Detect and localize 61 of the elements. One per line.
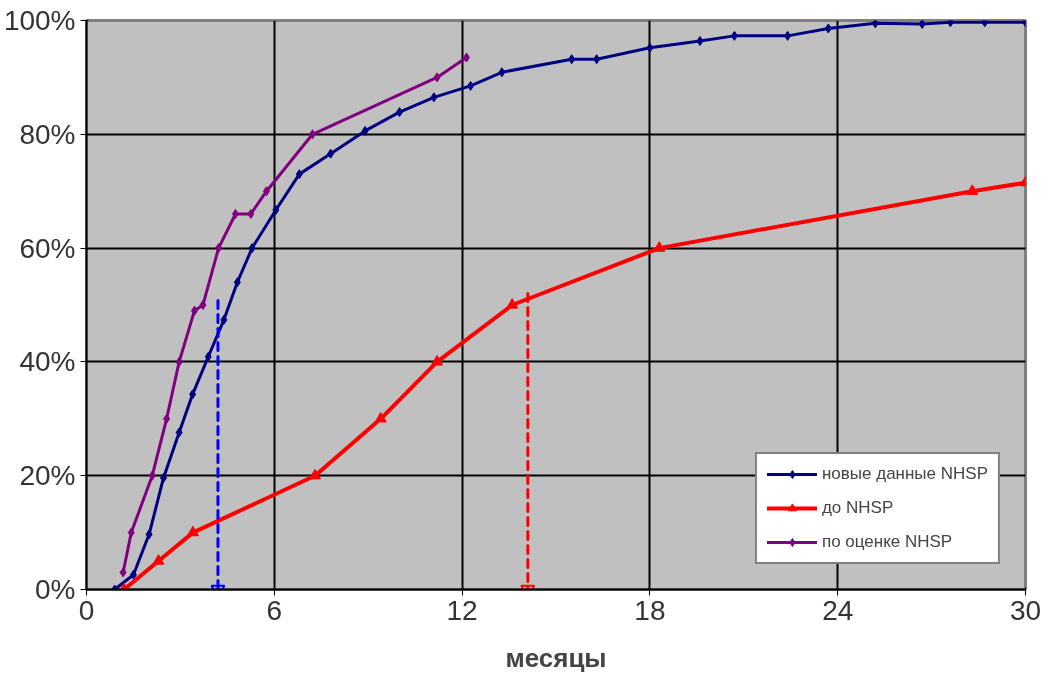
x-tick-label: 12: [446, 594, 478, 626]
point: [262, 186, 270, 197]
point: [433, 72, 441, 83]
point: [189, 389, 197, 400]
point: [163, 413, 171, 424]
x-tick-label: 24: [822, 594, 854, 626]
point: [272, 204, 280, 215]
x-tick-label: 30: [1009, 594, 1042, 626]
x-axis-title: месяцы: [505, 642, 607, 673]
point: [248, 243, 256, 254]
point: [646, 42, 654, 53]
legend-label: новые данные NHSP: [821, 464, 988, 484]
point: [220, 314, 228, 325]
point: [231, 208, 239, 219]
point: [175, 356, 183, 367]
point: [204, 351, 212, 362]
point: [593, 54, 601, 65]
legend-label: по оценке NHSP: [821, 532, 953, 552]
point: [215, 243, 223, 254]
x-tick-label: 18: [634, 594, 666, 626]
point: [824, 23, 832, 34]
point: [730, 30, 738, 41]
point: [148, 470, 156, 481]
x-tick-label: 6: [266, 594, 283, 626]
point: [119, 567, 127, 578]
point: [308, 129, 316, 140]
point: [186, 525, 199, 537]
point: [374, 411, 387, 423]
point: [568, 54, 576, 65]
point: [431, 355, 444, 366]
y-tick-label: 80%: [19, 118, 76, 150]
point: [145, 529, 153, 540]
point: [129, 569, 137, 580]
point: [784, 30, 792, 41]
point: [871, 20, 879, 29]
point: [199, 300, 207, 310]
y-tick-label: 100%: [3, 5, 76, 36]
point: [295, 169, 303, 180]
point: [966, 184, 979, 195]
point: [190, 305, 198, 316]
point: [233, 277, 241, 288]
point: [430, 92, 438, 103]
legend-label: до NHSP: [821, 498, 894, 518]
point: [247, 208, 255, 219]
point: [696, 35, 704, 46]
point: [327, 148, 335, 159]
x-tick-label: 0: [78, 594, 95, 626]
point: [918, 20, 926, 29]
point: [175, 427, 183, 438]
point: [462, 52, 470, 63]
y-tick-label: 60%: [19, 232, 76, 264]
point: [506, 298, 519, 309]
point: [127, 527, 135, 538]
point: [361, 125, 369, 136]
y-tick-label: 20%: [19, 460, 76, 492]
point: [498, 67, 506, 78]
point: [981, 20, 989, 28]
y-tick-label: 40%: [19, 346, 76, 378]
point: [152, 554, 165, 565]
point: [467, 80, 475, 91]
y-tick-label: 0%: [35, 574, 76, 605]
